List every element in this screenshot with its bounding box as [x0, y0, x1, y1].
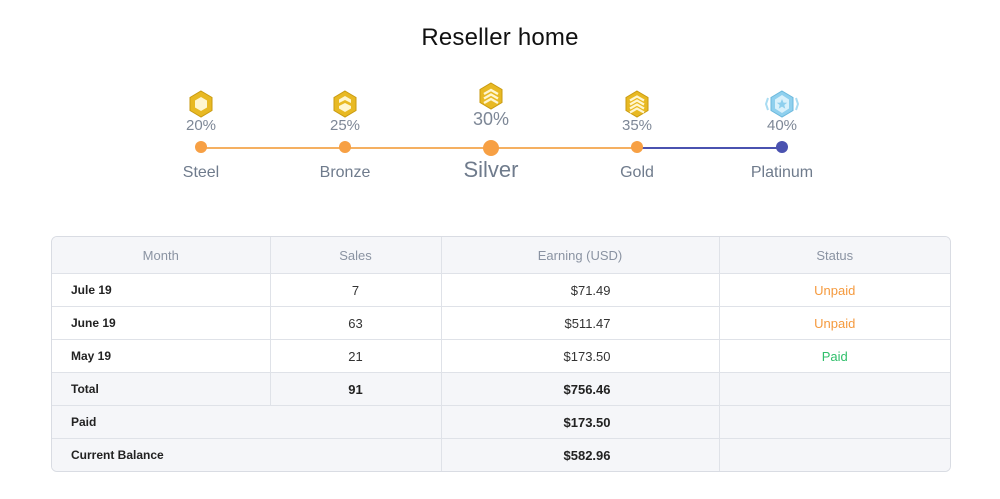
- paid-label: Paid: [52, 405, 442, 439]
- tier-steel-marker: [195, 141, 207, 153]
- row-status-unpaid: Unpaid: [719, 306, 950, 340]
- tier-gold[interactable]: 35% Gold: [577, 90, 697, 181]
- column-header-month[interactable]: Month: [52, 237, 271, 274]
- tier-platinum[interactable]: 40% Platinum: [722, 90, 842, 181]
- total-label: Total: [52, 372, 271, 406]
- balance-label: Current Balance: [52, 438, 442, 471]
- column-header-status[interactable]: Status: [719, 237, 950, 274]
- total-row: Total 91 $756.46: [52, 372, 950, 406]
- row-sales: 7: [270, 273, 442, 307]
- platinum-badge-icon: [765, 90, 799, 118]
- table-row[interactable]: June 19 63 $511.47 Unpaid: [52, 306, 950, 340]
- tier-gold-label: Gold: [620, 164, 654, 181]
- row-earning: $511.47: [441, 306, 720, 340]
- balance-earning: $582.96: [441, 438, 720, 471]
- table-header-row: Month Sales Earning (USD) Status: [52, 237, 950, 274]
- gold-badge-icon: [625, 90, 649, 118]
- earnings-table: Month Sales Earning (USD) Status Jule 19…: [51, 236, 951, 472]
- column-header-sales[interactable]: Sales: [270, 237, 442, 274]
- row-sales: 63: [270, 306, 442, 340]
- row-month: May 19: [52, 339, 271, 373]
- tier-bronze-label: Bronze: [319, 164, 371, 181]
- row-month: June 19: [52, 306, 271, 340]
- bronze-badge-icon: [333, 90, 357, 118]
- total-sales: 91: [270, 372, 442, 406]
- tier-silver-label: Silver: [463, 157, 519, 182]
- row-status-paid: Paid: [719, 339, 950, 373]
- progress-track-upcoming: [638, 147, 782, 149]
- tier-steel-label: Steel: [182, 164, 220, 181]
- table-row[interactable]: Jule 19 7 $71.49 Unpaid: [52, 273, 950, 307]
- balance-status-empty: [719, 438, 950, 471]
- tier-silver-percent: 30%: [472, 109, 510, 129]
- tier-platinum-marker: [776, 141, 788, 153]
- tier-bronze[interactable]: 25% Bronze: [285, 90, 405, 181]
- tier-gold-percent: 35%: [621, 117, 653, 134]
- tier-bronze-marker: [339, 141, 351, 153]
- row-sales: 21: [270, 339, 442, 373]
- tier-platinum-percent: 40%: [766, 117, 798, 134]
- paid-row: Paid $173.50: [52, 405, 950, 439]
- row-month: Jule 19: [52, 273, 271, 307]
- total-earning: $756.46: [441, 372, 720, 406]
- progress-track-achieved: [201, 147, 638, 149]
- tier-steel[interactable]: 20% Steel: [141, 90, 261, 181]
- tier-progress: 20% Steel 25% Bronze 30% Silver: [0, 0, 1000, 200]
- row-status-unpaid: Unpaid: [719, 273, 950, 307]
- page-title: Reseller home: [421, 24, 579, 51]
- paid-status-empty: [719, 405, 950, 439]
- tier-steel-percent: 20%: [185, 117, 217, 134]
- row-earning: $173.50: [441, 339, 720, 373]
- row-earning: $71.49: [441, 273, 720, 307]
- table-row[interactable]: May 19 21 $173.50 Paid: [52, 339, 950, 373]
- balance-row: Current Balance $582.96: [52, 438, 950, 471]
- tier-silver-marker: [483, 140, 499, 156]
- tier-platinum-label: Platinum: [750, 164, 814, 181]
- tier-silver[interactable]: 30% Silver: [431, 82, 551, 182]
- paid-earning: $173.50: [441, 405, 720, 439]
- tier-bronze-percent: 25%: [329, 117, 361, 134]
- steel-badge-icon: [189, 90, 213, 118]
- total-status-empty: [719, 372, 950, 406]
- column-header-earning[interactable]: Earning (USD): [441, 237, 720, 274]
- tier-gold-marker: [631, 141, 643, 153]
- silver-badge-icon: [479, 82, 503, 110]
